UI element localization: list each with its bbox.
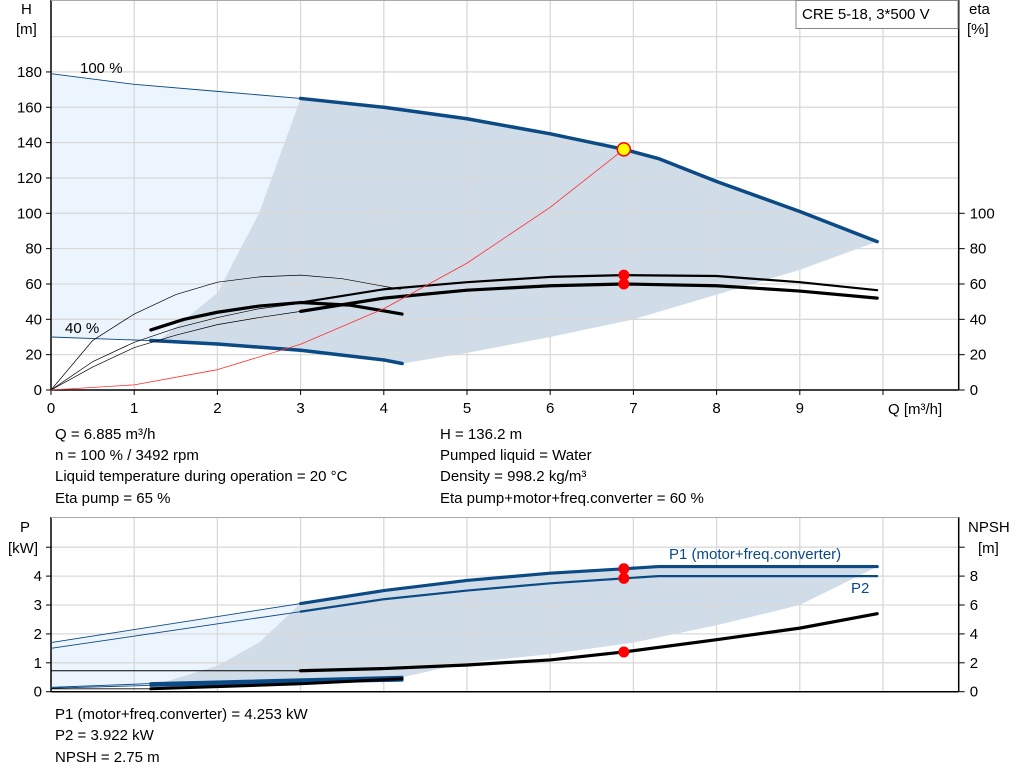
p1-point-marker: [618, 563, 630, 575]
y-tick-label: 3: [34, 597, 42, 614]
y-tick-label: 80: [25, 241, 42, 258]
y2-tick-label: 6: [970, 597, 978, 614]
x-tick-label: 4: [380, 400, 388, 417]
info-eta-pump: Eta pump = 65 %: [55, 490, 171, 507]
info-density: Density = 998.2 kg/m³: [440, 468, 586, 485]
operating-range-dark-area: [159, 566, 878, 684]
duty-point-marker: [616, 142, 632, 157]
curve-system: [50, 148, 625, 391]
y-tick-label: 60: [25, 276, 42, 293]
label-100-percent: 100 %: [80, 60, 123, 77]
curve-p1_40: [149, 675, 404, 686]
curve-npsh_40: [149, 677, 404, 691]
info-npsh: NPSH = 2.75 m: [55, 749, 160, 766]
x-tick-label: 8: [712, 400, 720, 417]
curve-eta_pump: [299, 274, 879, 304]
y-tick-label: 40: [25, 311, 42, 328]
efficiency-point-marker: [618, 269, 630, 281]
curve-eta_total: [299, 282, 879, 313]
y2-tick-label: 4: [970, 626, 978, 643]
y-tick-label: 100: [17, 205, 42, 222]
chart-title: CRE 5-18, 3*500 V: [802, 6, 930, 23]
curve-p2: [299, 574, 879, 613]
x-tick-label: 1: [130, 400, 138, 417]
y-tick-label: 2: [34, 626, 42, 643]
curve-eta40_b: [50, 303, 301, 391]
curve-h40-extended: [50, 336, 152, 341]
y-tick-label: 20: [25, 347, 42, 364]
y-tick-label: 140: [17, 135, 42, 152]
y2-tick-label: 0: [970, 382, 978, 399]
label-40-percent: 40 %: [65, 320, 99, 337]
y2-axis-unit-eta: [%]: [967, 21, 989, 38]
curve-p1_40-extended: [50, 683, 152, 688]
info-temp: Liquid temperature during operation = 20…: [55, 468, 348, 485]
y-tick-label: 160: [17, 99, 42, 116]
head-efficiency-chart: 0 20 40 60 80 100 120 140 160 180 0 20 40 60 80 100 0 1 2 3…: [16, 0, 995, 418]
x-tick-label: 5: [463, 400, 471, 417]
x-tick-label: 3: [296, 400, 304, 417]
x-tick-label: 9: [796, 400, 804, 417]
y-tick-label: 0: [34, 684, 42, 701]
curve-npsh: [299, 612, 879, 673]
y-tick-label: 4: [34, 568, 42, 585]
x-tick-label: 2: [213, 400, 221, 417]
y-tick-label: 180: [17, 64, 42, 81]
y2-axis-label-npsh: NPSH: [968, 519, 1010, 536]
curve-h100-extended: [50, 73, 302, 99]
curve-h40: [149, 338, 404, 366]
y2-tick-label: 80: [970, 241, 987, 258]
curve-eta40_c: [50, 311, 301, 391]
info-p2: P2 = 3.922 kW: [55, 727, 155, 744]
x-tick-label: 0: [47, 400, 55, 417]
x-tick-label: 7: [629, 400, 637, 417]
info-h: H = 136.2 m: [440, 426, 522, 443]
y2-tick-label: 40: [970, 311, 987, 328]
y-axis-label-p: P: [20, 519, 30, 536]
y2-tick-label: 60: [970, 276, 987, 293]
efficiency-point-marker: [618, 278, 630, 290]
legend-p1: P1 (motor+freq.converter): [669, 546, 841, 563]
npsh-point-marker: [618, 646, 630, 658]
operating-point-info: Q = 6.885 m³/h n = 100 % / 3492 rpm Liqu…: [55, 426, 704, 507]
x-axis-label: Q [m³/h]: [888, 401, 942, 418]
curve-p2-extended: [50, 611, 302, 649]
y2-tick-label: 20: [970, 347, 987, 364]
y2-axis-unit-npsh: [m]: [978, 540, 999, 557]
curve-p1-extended: [50, 603, 302, 644]
curve-eta40_thick: [149, 300, 404, 332]
curve-eta40_a: [50, 274, 401, 391]
info-p1: P1 (motor+freq.converter) = 4.253 kW: [55, 706, 308, 723]
legend-p2: P2: [851, 580, 869, 597]
y-tick-label: 0: [34, 382, 42, 399]
p2-point-marker: [618, 572, 630, 584]
y2-tick-label: 8: [970, 568, 978, 585]
y2-tick-label: 0: [970, 684, 978, 701]
power-npsh-chart: 0 1 2 3 4 0 2 4 6 8 P [kW] NPSH [m] P1 (motor+fre…: [8, 517, 1010, 701]
y-tick-label: 1: [34, 655, 42, 672]
y2-tick-label: 100: [970, 205, 995, 222]
info-eta-total: Eta pump+motor+freq.converter = 60 %: [440, 490, 704, 507]
info-liquid: Pumped liquid = Water: [440, 447, 592, 464]
y-axis-label-h: H: [21, 1, 32, 18]
y-tick-label: 120: [17, 170, 42, 187]
curve-p2_40-extended: [50, 684, 152, 689]
info-q: Q = 6.885 m³/h: [55, 426, 155, 443]
power-info: P1 (motor+freq.converter) = 4.253 kW P2 …: [55, 706, 308, 766]
x-tick-label: 6: [546, 400, 554, 417]
operating-range-light-area: [51, 603, 301, 688]
y2-tick-label: 2: [970, 655, 978, 672]
operating-range-light-area: [51, 73, 301, 341]
y-axis-unit-h: [m]: [16, 21, 37, 38]
curve-p1: [299, 564, 879, 606]
y-axis-unit-p: [kW]: [8, 540, 38, 557]
legend-box: [795, 0, 959, 29]
info-n: n = 100 % / 3492 rpm: [55, 447, 199, 464]
y2-axis-label-eta: eta: [969, 1, 991, 18]
